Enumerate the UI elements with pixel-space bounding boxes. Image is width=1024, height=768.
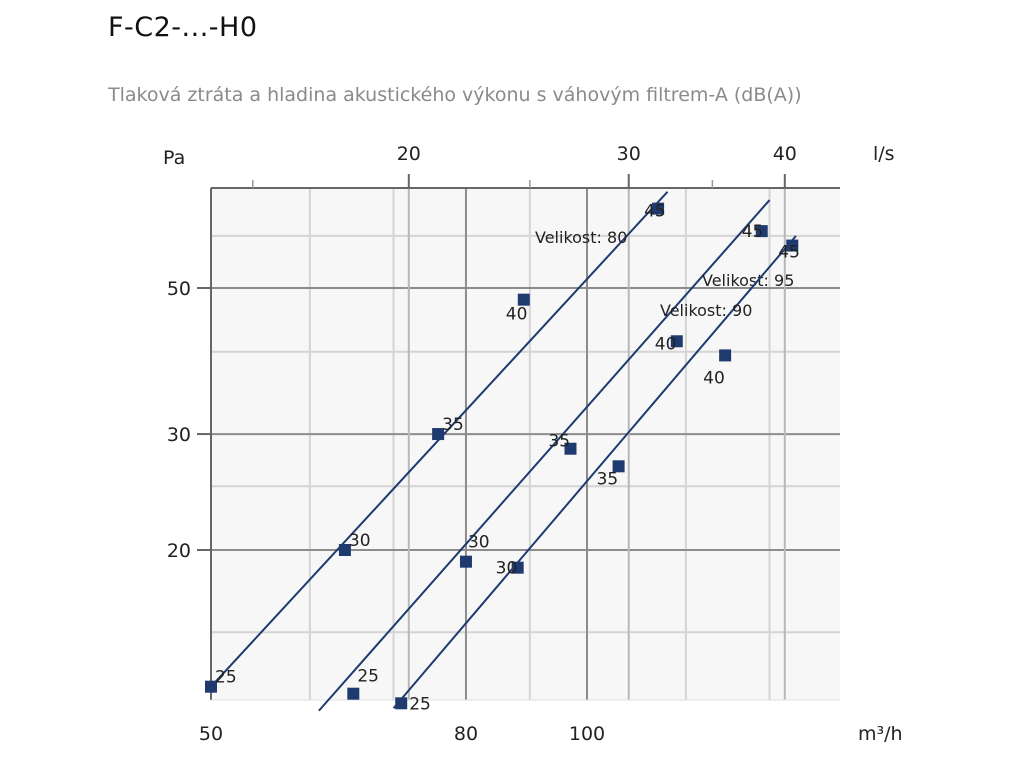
data-point-label: 35 — [548, 432, 570, 452]
data-point-marker — [670, 335, 683, 348]
data-point-label: 45 — [778, 243, 800, 263]
data-point-label: 35 — [597, 469, 619, 489]
data-point-label: 30 — [496, 559, 518, 579]
plot-area — [211, 188, 840, 700]
tick-labels: 50 80 100 20 30 40 20 30 50 — [167, 143, 797, 745]
data-point-marker — [205, 680, 217, 693]
top-axis-label: l/s — [873, 143, 895, 165]
data-point-label: 35 — [442, 415, 464, 435]
series-name-label: Velikost: 80 — [535, 228, 627, 247]
data-point-label: 25 — [409, 694, 431, 714]
data-point-marker — [719, 349, 732, 362]
bottom-tick-label: 80 — [454, 723, 478, 745]
data-point-label: 25 — [215, 668, 237, 688]
bottom-tick-label: 100 — [569, 723, 605, 745]
axes — [197, 174, 840, 701]
series-line — [318, 199, 771, 712]
data-point-marker — [395, 697, 408, 710]
page-title: F-C2-...-H0 — [108, 12, 258, 43]
top-tick-label: 40 — [773, 143, 797, 165]
top-tick-label: 30 — [617, 143, 641, 165]
y-tick-label: 50 — [167, 278, 191, 300]
top-tick-label: 20 — [397, 143, 421, 165]
data-point-marker — [517, 293, 530, 306]
series-3: 25 30 35 40 45 Velikost: 90 — [392, 235, 800, 714]
data-point-marker — [338, 544, 351, 556]
data-point-marker — [755, 225, 768, 238]
data-point-label: 30 — [349, 531, 371, 551]
data-point-label: 45 — [742, 222, 764, 242]
bottom-tick-label: 50 — [199, 723, 223, 745]
data-point-marker — [459, 555, 472, 568]
data-point-label: 40 — [703, 368, 725, 388]
y-axis-label: Pa — [163, 147, 185, 169]
data-point-label: 30 — [468, 533, 490, 553]
data-point-label: 40 — [655, 334, 677, 354]
data-point-label: 25 — [357, 667, 379, 687]
bottom-axis-label: m³/h — [858, 723, 903, 745]
y-tick-label: 30 — [167, 424, 191, 446]
chart-subtitle: Tlaková ztráta a hladina akustického výk… — [108, 84, 802, 106]
data-point-marker — [347, 687, 360, 700]
minor-grid — [211, 188, 840, 700]
data-point-label: 40 — [506, 305, 528, 325]
data-point-marker — [564, 442, 577, 455]
y-tick-label: 20 — [167, 540, 191, 562]
data-point-marker — [652, 202, 665, 215]
data-point-marker — [511, 561, 524, 574]
data-point-label: 45 — [644, 202, 666, 222]
series-1: 25 30 35 40 45 Velikost: 80 — [205, 191, 669, 693]
series-2: 25 30 35 40 45 Velikost: 95 — [318, 199, 794, 712]
series-group: 25 30 35 40 45 Velikost: 80 25 30 35 40 45 Velikost… — [205, 191, 800, 714]
data-point-marker — [786, 239, 799, 252]
data-point-marker — [612, 460, 625, 473]
data-point-marker — [432, 428, 445, 441]
series-name-label: Velikost: 90 — [660, 301, 752, 320]
series-name-label: Velikost: 95 — [702, 271, 794, 290]
series-line — [392, 235, 797, 709]
